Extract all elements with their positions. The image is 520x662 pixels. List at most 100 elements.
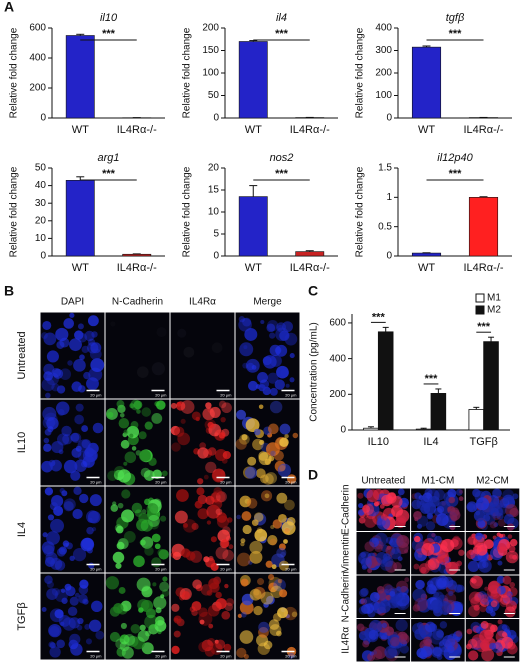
cell bbox=[240, 578, 249, 587]
cell bbox=[171, 442, 181, 452]
cell bbox=[490, 590, 498, 598]
cell bbox=[442, 576, 454, 588]
cell bbox=[470, 577, 476, 583]
cell bbox=[382, 553, 391, 562]
error-bar bbox=[367, 426, 374, 429]
cell bbox=[176, 401, 182, 407]
cell bbox=[361, 564, 367, 570]
cell bbox=[367, 568, 373, 574]
cell bbox=[421, 542, 435, 557]
cell bbox=[447, 488, 457, 498]
y-tick-label: 200 bbox=[29, 83, 46, 94]
cells bbox=[412, 575, 465, 617]
cell bbox=[263, 602, 269, 608]
cell bbox=[480, 621, 489, 629]
cell bbox=[241, 511, 252, 521]
bar bbox=[415, 428, 432, 431]
significance: *** bbox=[372, 311, 386, 323]
y-tick-label: 50 bbox=[208, 90, 220, 101]
cell bbox=[51, 367, 61, 378]
cell bbox=[449, 509, 461, 521]
cell bbox=[277, 324, 284, 331]
y-tick-label: 0 bbox=[213, 251, 219, 262]
cell bbox=[160, 515, 167, 522]
cell bbox=[468, 549, 475, 556]
cell bbox=[203, 556, 210, 563]
cell bbox=[140, 599, 154, 613]
cell bbox=[240, 538, 246, 544]
cell bbox=[208, 623, 214, 629]
cell bbox=[69, 633, 81, 645]
cell bbox=[63, 459, 78, 474]
cell bbox=[396, 534, 410, 548]
row-label: Vimentin bbox=[341, 534, 352, 573]
cell bbox=[90, 358, 105, 372]
column-header: IL4Rα bbox=[189, 297, 216, 308]
cell bbox=[466, 643, 472, 650]
cell bbox=[239, 495, 252, 508]
cell bbox=[496, 575, 505, 584]
y-tick-label: 0 bbox=[40, 251, 46, 262]
bar bbox=[377, 331, 394, 431]
cell bbox=[218, 400, 227, 409]
cell bbox=[56, 385, 66, 394]
cell bbox=[280, 551, 286, 558]
cell bbox=[361, 604, 371, 614]
micrograph bbox=[411, 532, 465, 575]
cell bbox=[133, 400, 143, 410]
cell bbox=[448, 496, 456, 504]
cell bbox=[395, 515, 407, 527]
scale-label: 20 μm bbox=[220, 567, 232, 572]
cell bbox=[141, 642, 154, 655]
cell bbox=[497, 560, 503, 566]
cell bbox=[494, 507, 504, 517]
cell bbox=[395, 619, 408, 632]
cell bbox=[138, 449, 151, 462]
cell bbox=[120, 439, 130, 449]
cell bbox=[105, 576, 120, 590]
cell bbox=[497, 518, 506, 527]
cell bbox=[189, 606, 196, 613]
cell bbox=[384, 645, 398, 659]
cell bbox=[217, 390, 224, 397]
cell bbox=[279, 330, 290, 341]
cell bbox=[418, 563, 430, 575]
y-tick-label: 0 bbox=[40, 113, 46, 124]
y-tick-label: 200 bbox=[329, 389, 346, 400]
cell bbox=[414, 597, 428, 612]
cell bbox=[362, 640, 370, 648]
cell bbox=[139, 624, 146, 631]
micrograph bbox=[465, 575, 520, 618]
cells bbox=[238, 316, 298, 396]
column-header: DAPI bbox=[61, 297, 84, 308]
cell bbox=[385, 536, 394, 544]
y-tick-label: 10 bbox=[35, 233, 47, 244]
y-tick-label: 40 bbox=[35, 180, 47, 191]
cell bbox=[55, 506, 63, 513]
cell bbox=[154, 543, 161, 550]
cells bbox=[358, 532, 410, 574]
cell bbox=[458, 496, 464, 502]
cell bbox=[264, 493, 270, 499]
cell bbox=[476, 544, 488, 556]
y-tick-label: 5 bbox=[213, 229, 219, 240]
column-header: Untreated bbox=[361, 476, 405, 487]
cell bbox=[509, 582, 516, 588]
significance: *** bbox=[275, 168, 289, 180]
scale-label: 20 μm bbox=[155, 480, 167, 485]
cell bbox=[235, 438, 247, 450]
cell bbox=[490, 600, 498, 608]
cell bbox=[183, 346, 195, 358]
cell bbox=[60, 588, 66, 593]
cell bbox=[363, 597, 372, 606]
cell bbox=[63, 498, 76, 511]
row-label: IL4Rα bbox=[341, 627, 352, 654]
row-label: IL10 bbox=[16, 432, 28, 453]
cell bbox=[258, 626, 269, 638]
cell bbox=[492, 511, 501, 521]
cell bbox=[42, 532, 48, 538]
cell bbox=[496, 585, 506, 595]
y-tick-label: 300 bbox=[375, 45, 392, 56]
cell bbox=[366, 489, 380, 503]
cell bbox=[216, 515, 229, 528]
